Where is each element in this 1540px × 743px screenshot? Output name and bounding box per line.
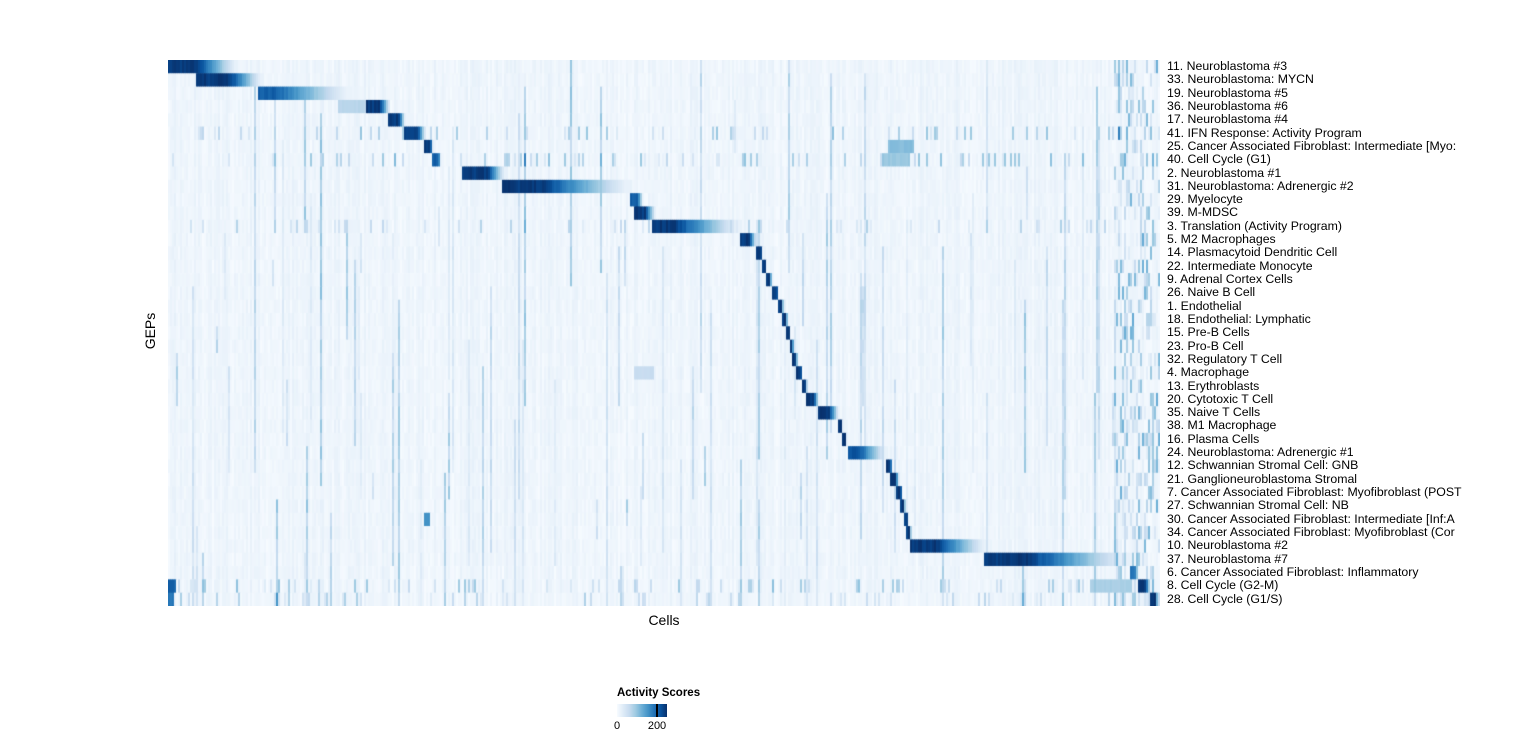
row-label: 6. Cancer Associated Fibroblast: Inflamm…	[1167, 564, 1419, 579]
row-label: 20. Cytotoxic T Cell	[1167, 391, 1274, 406]
row-label: 16. Plasma Cells	[1167, 431, 1260, 446]
row-label: 27. Schwannian Stromal Cell: NB	[1167, 498, 1349, 513]
row-label: 26. Naive B Cell	[1167, 285, 1256, 300]
row-label: 28. Cell Cycle (G1/S)	[1167, 591, 1283, 606]
row-label: 22. Intermediate Monocyte	[1167, 258, 1313, 273]
row-label: 25. Cancer Associated Fibroblast: Interm…	[1167, 138, 1457, 153]
row-label: 4. Macrophage	[1167, 365, 1250, 380]
row-label: 13. Erythroblasts	[1167, 378, 1260, 393]
row-label: 24. Neuroblastoma: Adrenergic #1	[1167, 445, 1354, 460]
heatmap-canvas	[168, 60, 1160, 606]
legend-max-label: 200	[647, 720, 667, 732]
row-label: 19. Neuroblastoma #5	[1167, 85, 1288, 100]
legend-tick-labels: 0 200	[613, 720, 667, 734]
row-labels: 11. Neuroblastoma #3 33. Neuroblastoma: M…	[1167, 60, 1540, 606]
row-label: 40. Cell Cycle (G1)	[1167, 152, 1271, 167]
row-label: 32. Regulatory T Cell	[1167, 351, 1283, 366]
row-label: 5. M2 Macrophages	[1167, 232, 1276, 247]
row-label: 31. Neuroblastoma: Adrenergic #2	[1167, 178, 1354, 193]
row-label: 36. Neuroblastoma #6	[1167, 98, 1288, 113]
row-label: 3. Translation (Activity Program)	[1167, 218, 1342, 233]
row-label: 15. Pre-B Cells	[1167, 325, 1250, 340]
row-label: 37. Neuroblastoma #7	[1167, 551, 1288, 566]
legend-gradient	[617, 704, 667, 717]
row-label: 11. Neuroblastoma #3	[1167, 60, 1288, 73]
row-label: 33. Neuroblastoma: MYCN	[1167, 72, 1314, 87]
legend-title: Activity Scores	[617, 687, 701, 699]
row-label: 14. Plasmacytoid Dendritic Cell	[1167, 245, 1338, 260]
row-label: 35. Naive T Cells	[1167, 405, 1261, 420]
row-label: 1. Endothelial	[1167, 298, 1242, 313]
row-label: 12. Schwannian Stromal Cell: GNB	[1167, 458, 1359, 473]
row-label: 29. Myelocyte	[1167, 192, 1243, 207]
row-label: 30. Cancer Associated Fibroblast: Interm…	[1167, 511, 1455, 526]
y-axis-label: GEPs	[142, 312, 158, 350]
row-label: 10. Neuroblastoma #2	[1167, 538, 1288, 553]
row-label: 39. M-MDSC	[1167, 205, 1239, 220]
row-label: 7. Cancer Associated Fibroblast: Myofibr…	[1167, 485, 1462, 499]
row-label: 8. Cell Cycle (G2-M)	[1167, 578, 1279, 593]
row-label: 34. Cancer Associated Fibroblast: Myofib…	[1167, 524, 1455, 539]
legend-min-label: 0	[613, 720, 621, 732]
row-label: 2. Neuroblastoma #1	[1167, 165, 1282, 180]
row-label: 38. M1 Macrophage	[1167, 418, 1277, 433]
x-axis-label: Cells	[648, 612, 680, 628]
row-label: 21. Ganglioneuroblastoma Stromal	[1167, 471, 1358, 486]
legend: Activity Scores 0 200	[613, 687, 757, 734]
row-label: 23. Pro-B Cell	[1167, 338, 1244, 353]
row-label: 18. Endothelial: Lymphatic	[1167, 311, 1311, 326]
row-label: 17. Neuroblastoma #4	[1167, 112, 1288, 127]
row-label: 41. IFN Response: Activity Program	[1167, 125, 1362, 140]
legend-tick	[656, 704, 658, 717]
legend-bar	[617, 704, 667, 717]
row-label: 9. Adrenal Cortex Cells	[1167, 272, 1293, 286]
